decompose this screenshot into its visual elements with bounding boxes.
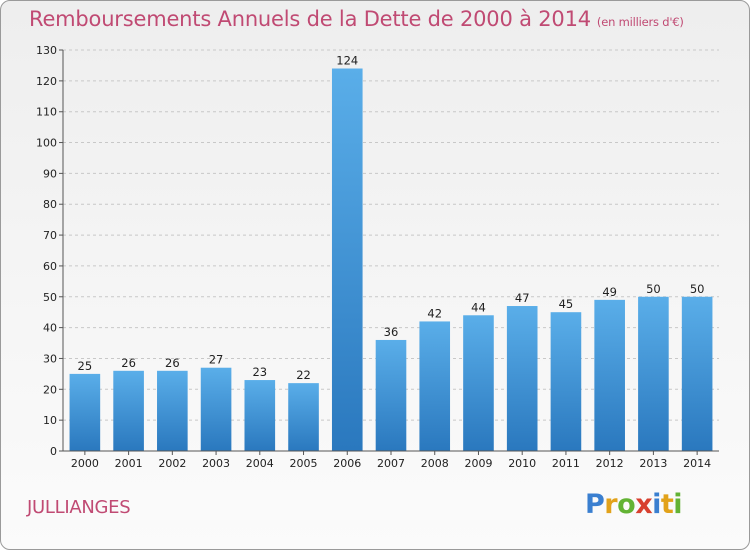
x-tick-label: 2009 [464, 457, 492, 470]
logo-letter: i [673, 489, 683, 520]
x-tick-label: 2000 [71, 457, 99, 470]
bar [69, 373, 101, 451]
bar [506, 306, 538, 451]
bar [244, 380, 276, 451]
logo-letter: o [617, 489, 636, 520]
data-label: 22 [296, 368, 311, 382]
y-tick-label: 50 [43, 291, 57, 304]
y-tick-label: 130 [36, 44, 57, 57]
data-label: 42 [427, 306, 442, 320]
x-tick-label: 2007 [377, 457, 405, 470]
y-tick-label: 20 [43, 383, 57, 396]
x-tick-label: 2004 [246, 457, 274, 470]
bar [200, 367, 232, 451]
data-label: 23 [252, 365, 267, 379]
data-label: 25 [78, 359, 93, 373]
y-tick-label: 30 [43, 352, 57, 365]
bar [681, 296, 713, 451]
x-tick-label: 2006 [333, 457, 361, 470]
bar [419, 321, 451, 451]
bar [375, 339, 407, 451]
data-label: 49 [602, 285, 617, 299]
data-label: 44 [471, 300, 486, 314]
x-axis: 2000 2001 2002 2003 2004 2005 2006 2007 2008 2009… [63, 450, 719, 470]
data-label: 47 [515, 291, 530, 305]
y-tick-label: 10 [43, 414, 57, 427]
data-label: 124 [336, 54, 358, 68]
x-tick-label: 2014 [683, 457, 711, 470]
data-label: 36 [384, 325, 399, 339]
y-axis: 0 10 20 30 40 50 60 70 80 90 100 110 120 130 [36, 44, 64, 458]
x-tick-label: 2008 [421, 457, 449, 470]
bar [463, 315, 494, 451]
logo-letter: x [635, 489, 653, 520]
x-tick-label: 2012 [596, 457, 624, 470]
logo-letter: r [604, 489, 618, 520]
y-tick-label: 100 [36, 137, 57, 150]
logo-letter: P [585, 489, 605, 520]
bar [550, 312, 582, 451]
x-tick-label: 2001 [115, 457, 143, 470]
y-tick-label: 40 [43, 322, 57, 335]
bar [594, 299, 625, 451]
x-tick-label: 2011 [552, 457, 580, 470]
bar [113, 370, 144, 451]
chart-title: Remboursements Annuels de la Dette de 20… [29, 7, 684, 31]
bar [331, 68, 363, 451]
data-label: 27 [209, 353, 224, 367]
x-tick-label: 2005 [290, 457, 318, 470]
data-label: 26 [165, 356, 180, 370]
proxiti-logo: Proxiti [585, 489, 683, 520]
y-tick-label: 60 [43, 260, 57, 273]
bars: 25 26 26 27 23 22 124 36 42 44 47 45 49 50 50 [69, 54, 713, 451]
y-tick-label: 90 [43, 167, 57, 180]
logo-letter: i [652, 489, 661, 520]
data-label: 50 [646, 282, 661, 296]
data-label: 50 [690, 282, 705, 296]
chart-unit: (en milliers d'€) [596, 15, 684, 29]
bar [638, 296, 669, 451]
data-label: 26 [121, 356, 136, 370]
logo-letter: t [660, 489, 674, 520]
y-tick-label: 0 [50, 445, 57, 458]
data-label: 45 [559, 297, 574, 311]
y-tick-label: 120 [36, 75, 57, 88]
x-tick-label: 2013 [639, 457, 667, 470]
x-tick-label: 2003 [202, 457, 230, 470]
y-tick-label: 110 [36, 106, 57, 119]
x-tick-label: 2002 [158, 457, 186, 470]
chart-title-text: Remboursements Annuels de la Dette de 20… [29, 7, 591, 31]
commune-name: JULLIANGES [27, 497, 131, 518]
bar [157, 370, 188, 451]
bar [288, 383, 319, 451]
y-tick-label: 80 [43, 198, 57, 211]
y-tick-label: 70 [43, 229, 57, 242]
x-tick-label: 2010 [508, 457, 536, 470]
